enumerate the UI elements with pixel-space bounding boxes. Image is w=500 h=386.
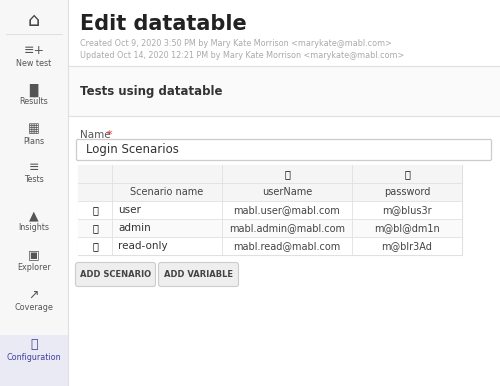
Text: userName: userName <box>262 187 312 197</box>
Text: 🗑: 🗑 <box>284 169 290 179</box>
Text: ▦: ▦ <box>28 122 40 135</box>
Bar <box>78 219 462 237</box>
Text: Name: Name <box>80 130 114 140</box>
Text: New test: New test <box>16 59 51 68</box>
Text: Tests: Tests <box>24 176 44 185</box>
Text: ▲: ▲ <box>29 210 39 222</box>
Bar <box>0 335 68 386</box>
Text: Results: Results <box>20 98 48 107</box>
Text: m@blus3r: m@blus3r <box>382 205 432 215</box>
Text: mabl.user@mabl.com: mabl.user@mabl.com <box>234 205 340 215</box>
Text: 🗑: 🗑 <box>92 223 98 233</box>
Text: *: * <box>107 130 112 140</box>
Text: admin: admin <box>118 223 151 233</box>
Text: user: user <box>118 205 141 215</box>
Text: ADD VARIABLE: ADD VARIABLE <box>164 270 233 279</box>
Text: Login Scenarios: Login Scenarios <box>86 144 179 156</box>
Text: mabl.read@mabl.com: mabl.read@mabl.com <box>234 241 340 251</box>
Text: Tests using datatable: Tests using datatable <box>80 85 223 98</box>
Text: ⧉: ⧉ <box>30 339 38 352</box>
Text: Created Oct 9, 2020 3:50 PM by Mary Kate Morrison <marykate@mabl.com>: Created Oct 9, 2020 3:50 PM by Mary Kate… <box>80 39 392 49</box>
Bar <box>68 66 500 116</box>
Text: Updated Oct 14, 2020 12:21 PM by Mary Kate Morrison <marykate@mabl.com>: Updated Oct 14, 2020 12:21 PM by Mary Ka… <box>80 51 404 59</box>
Bar <box>78 165 462 183</box>
Bar <box>78 201 462 219</box>
Text: 🗑: 🗑 <box>404 169 410 179</box>
Text: Plans: Plans <box>24 137 44 146</box>
Text: ⌂: ⌂ <box>28 10 40 29</box>
Text: ≡+: ≡+ <box>24 44 44 58</box>
Text: Insights: Insights <box>18 223 50 232</box>
Text: password: password <box>384 187 430 197</box>
Text: ≡: ≡ <box>29 161 39 174</box>
Text: m@bl@dm1n: m@bl@dm1n <box>374 223 440 233</box>
Bar <box>78 165 462 255</box>
Text: 🗑: 🗑 <box>92 205 98 215</box>
Text: Configuration: Configuration <box>6 352 62 362</box>
Text: Edit datatable: Edit datatable <box>80 14 247 34</box>
Text: ADD SCENARIO: ADD SCENARIO <box>80 270 151 279</box>
FancyBboxPatch shape <box>76 262 156 286</box>
Text: Scenario name: Scenario name <box>130 187 204 197</box>
Bar <box>0 0 68 386</box>
Bar <box>68 0 500 386</box>
Text: mabl.admin@mabl.com: mabl.admin@mabl.com <box>229 223 345 233</box>
Text: read-only: read-only <box>118 241 168 251</box>
FancyBboxPatch shape <box>76 139 492 161</box>
Text: ▣: ▣ <box>28 249 40 261</box>
Bar <box>78 183 462 201</box>
Bar <box>78 237 462 255</box>
Text: ▐▌: ▐▌ <box>24 83 44 96</box>
Text: ↗: ↗ <box>29 288 39 301</box>
Text: 🗑: 🗑 <box>92 241 98 251</box>
FancyBboxPatch shape <box>158 262 238 286</box>
Text: Coverage: Coverage <box>14 303 54 312</box>
Bar <box>68 116 500 386</box>
Text: Explorer: Explorer <box>17 262 51 271</box>
Text: m@blr3Ad: m@blr3Ad <box>382 241 432 251</box>
